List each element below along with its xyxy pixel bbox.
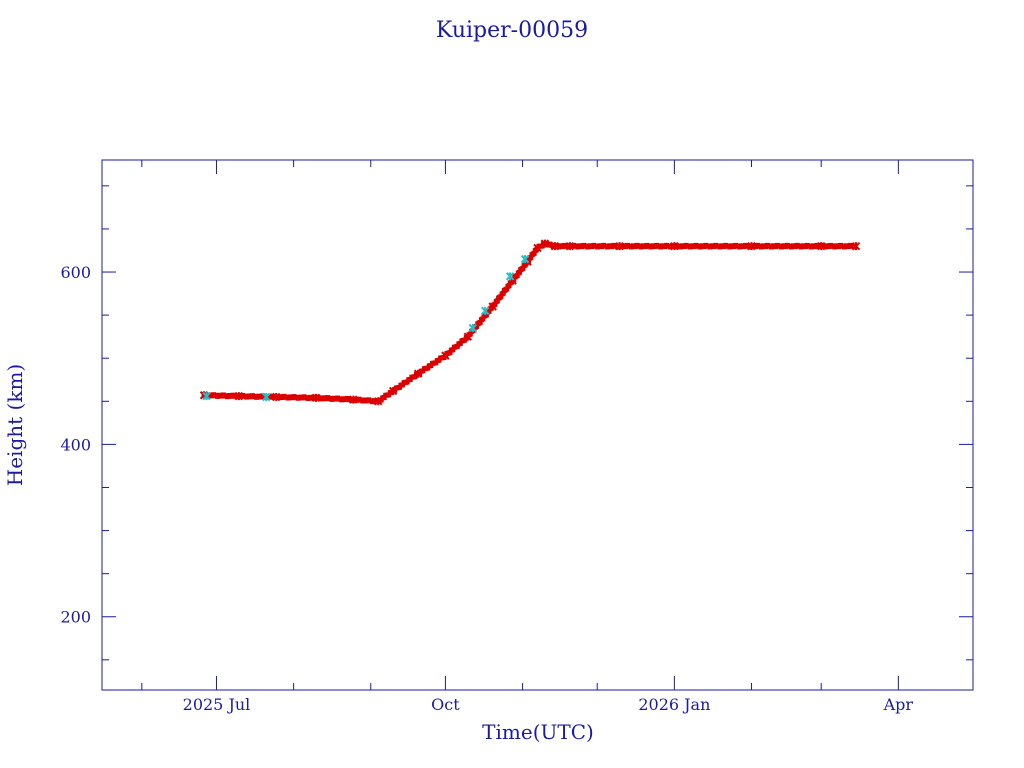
y-tick-label: 600 xyxy=(60,263,91,282)
data-point xyxy=(413,369,423,378)
x-axis-label: Time(UTC) xyxy=(482,720,594,744)
data-point xyxy=(463,332,473,341)
data-point xyxy=(468,323,478,333)
trace-mark xyxy=(517,269,523,275)
trace-mark xyxy=(506,283,512,289)
trace-mark xyxy=(474,324,480,330)
x-tick-label: Oct xyxy=(431,695,460,714)
data-point xyxy=(374,397,383,406)
y-tick-label: 200 xyxy=(60,608,91,627)
data-point xyxy=(550,241,560,251)
trace-mark xyxy=(531,250,537,256)
trace-mark xyxy=(483,312,489,318)
y-tick-label: 400 xyxy=(60,435,91,454)
data-point xyxy=(670,241,679,251)
data-series xyxy=(199,239,861,406)
chart-title: Kuiper-00059 xyxy=(436,18,588,43)
data-point xyxy=(615,241,624,251)
trace-mark xyxy=(500,290,506,296)
trace-mark xyxy=(514,273,520,279)
data-point xyxy=(565,241,575,251)
trace-mark xyxy=(504,286,510,292)
trace-mark xyxy=(498,294,504,300)
data-point xyxy=(851,241,861,251)
trace-mark xyxy=(528,254,534,260)
trace-mark xyxy=(494,298,500,304)
data-point xyxy=(262,392,271,402)
trace-mark xyxy=(486,308,492,314)
y-axis-ticks: 200 400 600 xyxy=(60,185,973,661)
data-point xyxy=(540,239,550,248)
trace-mark xyxy=(480,316,486,322)
data-point xyxy=(747,241,756,251)
data-point xyxy=(349,395,358,404)
series-secondary xyxy=(202,254,530,402)
x-tick-label: 2026 Jan xyxy=(638,695,710,714)
trace-mark xyxy=(520,265,526,271)
x-axis-ticks: 2025 Jul Oct 2026 Jan Apr xyxy=(141,160,914,714)
series-primary xyxy=(199,239,861,406)
y-axis-label: Height (km) xyxy=(3,364,27,486)
data-point xyxy=(488,302,497,311)
data-point xyxy=(388,386,398,396)
trace-mark xyxy=(477,319,483,325)
data-point xyxy=(481,306,490,316)
data-point xyxy=(234,391,244,401)
data-point xyxy=(311,393,321,403)
data-point xyxy=(533,243,542,253)
data-point xyxy=(202,391,211,401)
data-point xyxy=(441,351,450,360)
data-point xyxy=(520,254,530,264)
x-tick-label: Apr xyxy=(883,695,914,714)
data-point xyxy=(816,241,826,251)
plot-frame xyxy=(101,159,974,691)
data-point xyxy=(505,272,515,281)
x-tick-label: 2025 Jul xyxy=(183,695,251,714)
data-point xyxy=(271,392,281,402)
